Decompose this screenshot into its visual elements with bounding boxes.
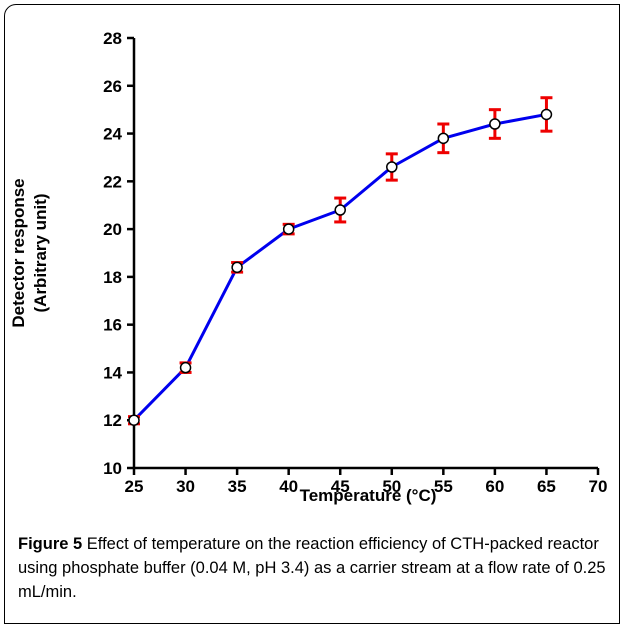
- data-point: [437, 132, 450, 145]
- x-tick-label: 65: [537, 477, 556, 496]
- x-tick-label: 35: [228, 477, 247, 496]
- figure-caption: Figure 5 Effect of temperature on the re…: [18, 532, 614, 604]
- data-point: [179, 361, 192, 374]
- data-point: [282, 223, 295, 235]
- x-tick-label: 30: [176, 477, 195, 496]
- x-tick-label: 25: [125, 477, 144, 496]
- data-point: [386, 161, 398, 173]
- y-tick-label: 26: [103, 77, 122, 96]
- data-point: [489, 118, 501, 130]
- y-tick-label: 20: [103, 220, 122, 239]
- x-axis-ticks: 25 30 35 40 45 50 55 60 65 70: [125, 468, 608, 496]
- x-tick-label: 45: [331, 477, 350, 496]
- data-point: [540, 108, 553, 121]
- x-tick-label: 50: [382, 477, 401, 496]
- y-tick-label: 22: [103, 172, 122, 191]
- figure-panel: [4, 4, 620, 624]
- y-tick-label: 18: [103, 268, 122, 287]
- line-chart: 10 12 14 16 18 20 22 24 26 28 25 30 35 40 45 50 55 60 65 7…: [9, 29, 608, 505]
- y-axis-title-line1: Detector response: [9, 178, 28, 327]
- y-tick-label: 28: [103, 29, 122, 48]
- y-tick-label: 10: [103, 459, 122, 478]
- data-point: [231, 261, 243, 274]
- series-group: [128, 96, 553, 426]
- y-axis-ticks: 10 12 14 16 18 20 22 24 26 28: [103, 29, 134, 478]
- x-axis-title: Temperature (°C): [300, 486, 437, 505]
- y-tick-label: 16: [103, 316, 122, 335]
- figure-caption-label: Figure 5: [18, 535, 83, 553]
- y-tick-label: 14: [103, 363, 122, 382]
- y-tick-label: 12: [103, 411, 122, 430]
- x-tick-label: 60: [485, 477, 504, 496]
- figure-caption-text: Effect of temperature on the reaction ef…: [18, 535, 606, 601]
- series-line: [132, 112, 547, 422]
- x-tick-label: 55: [434, 477, 453, 496]
- y-tick-label: 24: [103, 125, 122, 144]
- chart-axes: [132, 38, 598, 470]
- x-tick-label: 70: [589, 477, 608, 496]
- data-point: [128, 414, 140, 426]
- data-point: [334, 204, 346, 216]
- y-axis-title-line2: (Arbitrary unit): [31, 194, 50, 313]
- x-tick-label: 40: [279, 477, 298, 496]
